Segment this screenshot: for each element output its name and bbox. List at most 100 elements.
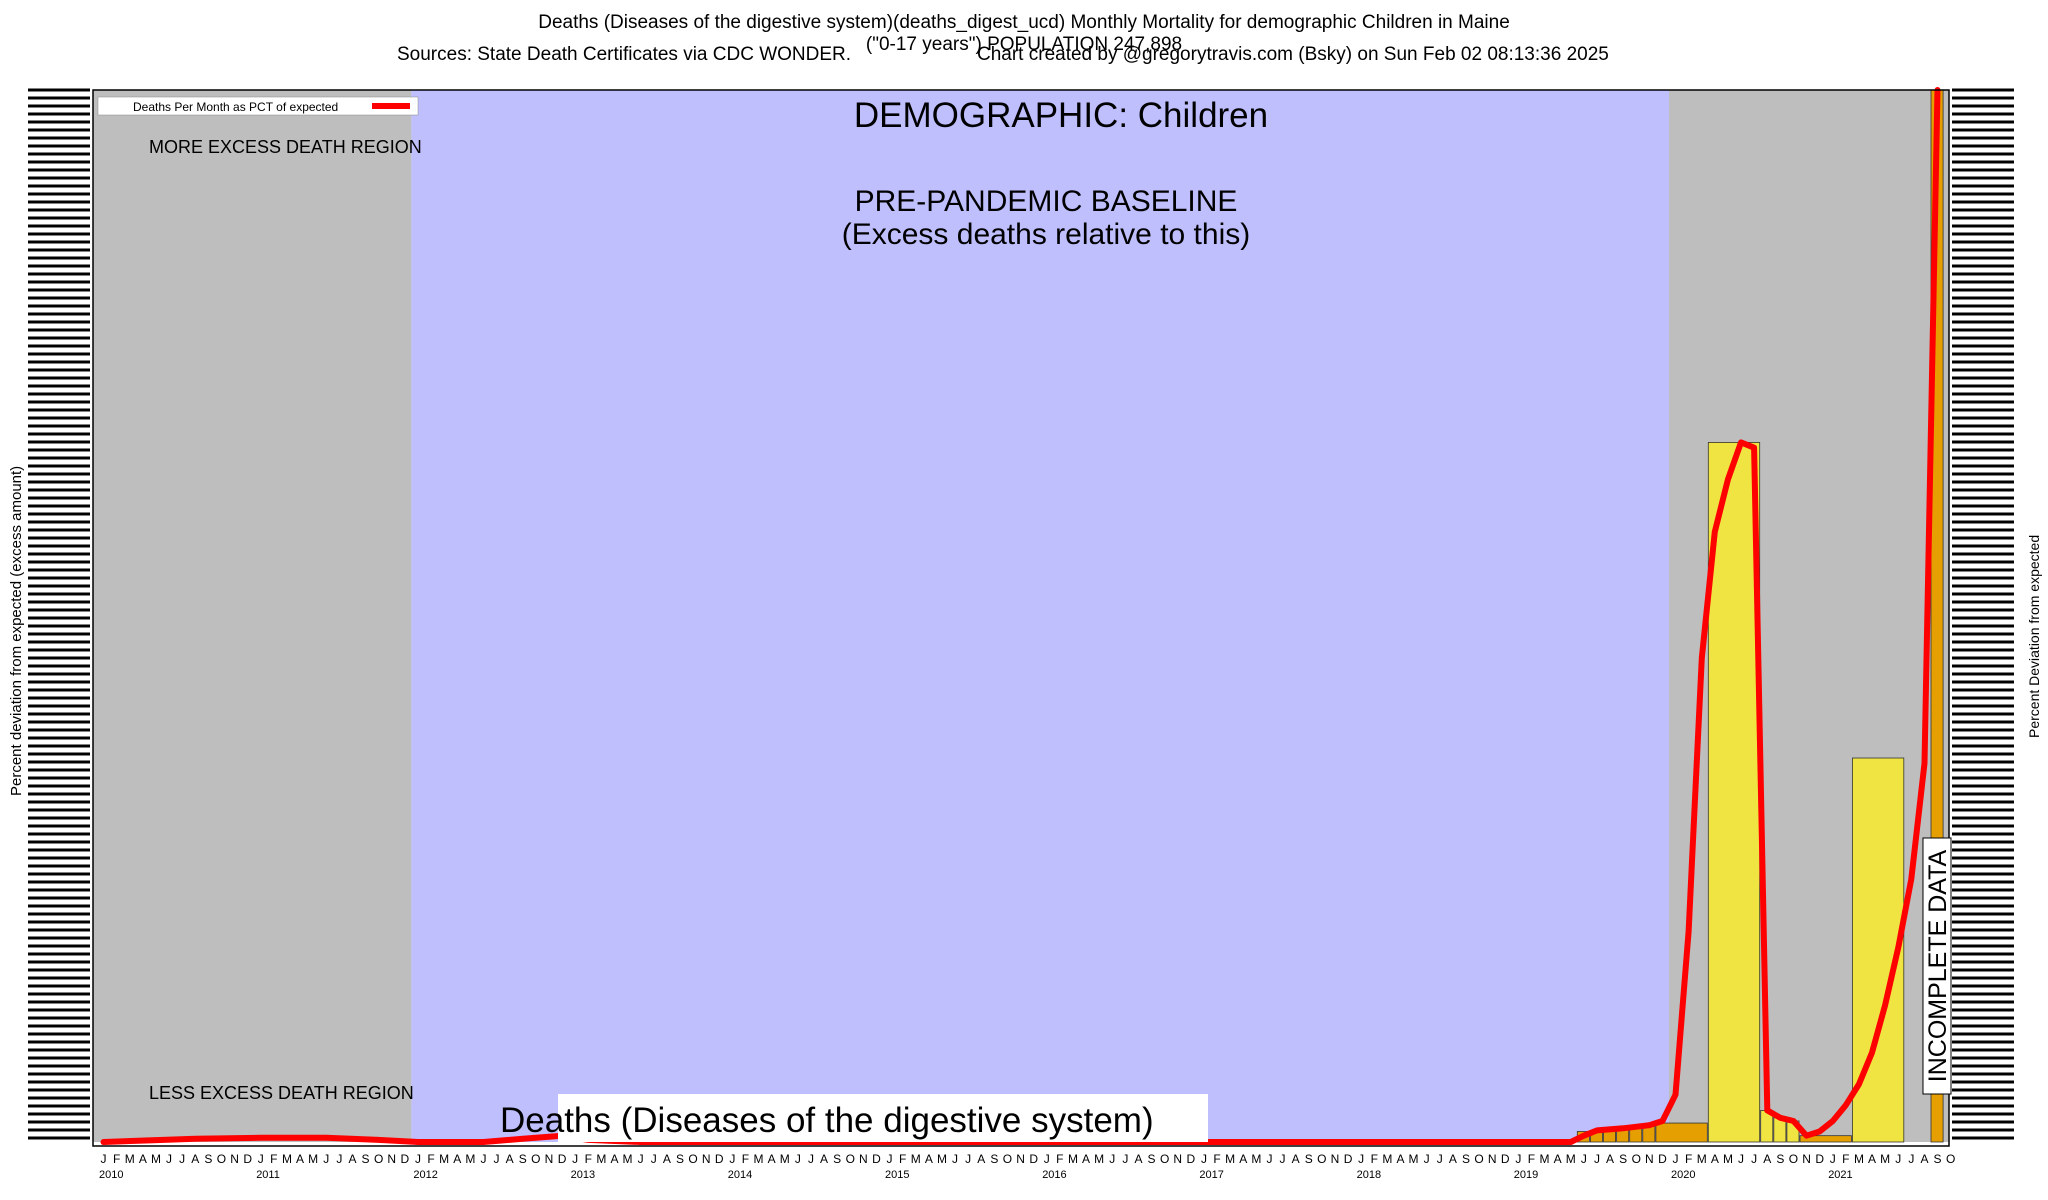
month-tick-label: D (1029, 1152, 1038, 1166)
month-tick-label: D (872, 1152, 881, 1166)
month-tick-label: J (638, 1152, 644, 1166)
month-tick-label: J (1424, 1152, 1430, 1166)
bar-2020-04 (1707, 442, 1761, 1143)
month-tick-label: M (125, 1152, 135, 1166)
month-tick-label: S (1619, 1152, 1627, 1166)
month-tick-label: M (780, 1152, 790, 1166)
month-tick-label: J (965, 1152, 971, 1166)
month-tick-label: N (1016, 1152, 1025, 1166)
month-tick-label: S (519, 1152, 527, 1166)
month-tick-label: O (531, 1152, 540, 1166)
month-tick-label: M (1409, 1152, 1419, 1166)
year-tick-label: 2018 (1357, 1169, 1381, 1181)
month-tick-label: F (1685, 1152, 1692, 1166)
month-tick-label: A (139, 1152, 147, 1166)
month-tick-label: J (651, 1152, 657, 1166)
month-tick-label: J (480, 1152, 486, 1166)
month-tick-label: O (374, 1152, 383, 1166)
month-tick-label: N (1802, 1152, 1811, 1166)
month-tick-label: N (702, 1152, 711, 1166)
legend-label: Deaths Per Month as PCT of expected (133, 100, 338, 114)
bar-2019-12 (1655, 1122, 1708, 1143)
month-tick-label: M (596, 1152, 606, 1166)
month-tick-label: J (415, 1152, 421, 1166)
month-tick-label: A (1711, 1152, 1719, 1166)
month-tick-label: J (494, 1152, 500, 1166)
month-tick-label: O (1474, 1152, 1483, 1166)
month-tick-label: J (1266, 1152, 1272, 1166)
bar-2020-11 (1799, 1135, 1852, 1143)
month-tick-label: N (1645, 1152, 1654, 1166)
month-tick-label: S (1148, 1152, 1156, 1166)
month-tick-label: J (166, 1152, 172, 1166)
incomplete-label-box (1922, 837, 1952, 1095)
month-tick-label: O (217, 1152, 226, 1166)
month-tick-label: J (1908, 1152, 1914, 1166)
month-tick-label: F (1371, 1152, 1378, 1166)
month-tick-label: J (729, 1152, 735, 1166)
month-tick-label: A (506, 1152, 514, 1166)
month-tick-label: A (1239, 1152, 1247, 1166)
month-tick-label: F (899, 1152, 906, 1166)
month-tick-label: J (1895, 1152, 1901, 1166)
month-tick-label: S (676, 1152, 684, 1166)
month-tick-label: O (1003, 1152, 1012, 1166)
month-tick-label: M (1540, 1152, 1550, 1166)
month-tick-label: S (362, 1152, 370, 1166)
month-tick-label: M (439, 1152, 449, 1166)
plot-frame (92, 89, 1950, 1147)
month-tick-label: N (1488, 1152, 1497, 1166)
month-tick-label: F (427, 1152, 434, 1166)
month-tick-label: O (688, 1152, 697, 1166)
month-tick-label: O (1789, 1152, 1798, 1166)
month-tick-label: J (336, 1152, 342, 1166)
month-tick-label: A (820, 1152, 828, 1166)
month-tick-label: J (952, 1152, 958, 1166)
month-tick-label: A (453, 1152, 461, 1166)
month-tick-label: M (1697, 1152, 1707, 1166)
year-tick-label: 2021 (1828, 1169, 1852, 1181)
month-tick-label: A (296, 1152, 304, 1166)
sources-row: Sources: State Death Certificates via CD… (0, 44, 2048, 66)
month-tick-label: A (1292, 1152, 1300, 1166)
region-pre-baseline (93, 90, 412, 1142)
month-tick-label: J (808, 1152, 814, 1166)
month-tick-label: D (401, 1152, 410, 1166)
month-tick-label: M (282, 1152, 292, 1166)
month-tick-label: J (1515, 1152, 1521, 1166)
month-tick-label: N (545, 1152, 554, 1166)
month-tick-label: A (191, 1152, 199, 1166)
month-tick-label: J (323, 1152, 329, 1166)
month-tick-label: A (1134, 1152, 1142, 1166)
month-tick-label: F (585, 1152, 592, 1166)
month-tick-label: S (990, 1152, 998, 1166)
month-tick-label: A (768, 1152, 776, 1166)
month-tick-label: A (1396, 1152, 1404, 1166)
month-tick-label: J (1358, 1152, 1364, 1166)
year-tick-label: 2011 (256, 1169, 280, 1181)
month-tick-label: J (1751, 1152, 1757, 1166)
month-tick-label: J (1581, 1152, 1587, 1166)
month-tick-label: J (1437, 1152, 1443, 1166)
month-tick-label: N (387, 1152, 396, 1166)
month-tick-label: O (1317, 1152, 1326, 1166)
baseline-label-2: (Excess deaths relative to this) (842, 218, 1251, 251)
month-tick-label: S (1776, 1152, 1784, 1166)
month-tick-label: D (715, 1152, 724, 1166)
month-tick-label: J (101, 1152, 107, 1166)
month-tick-label: M (1068, 1152, 1078, 1166)
month-tick-label: M (151, 1152, 161, 1166)
chart-title: Deaths (Diseases of the digestive system… (0, 12, 2048, 56)
month-tick-label: A (1449, 1152, 1457, 1166)
month-tick-label: O (1160, 1152, 1169, 1166)
cause-label-box (558, 1094, 1208, 1142)
month-tick-label: D (1187, 1152, 1196, 1166)
demographic-label: DEMOGRAPHIC: Children (854, 96, 1268, 135)
month-tick-label: S (1934, 1152, 1942, 1166)
month-tick-label: J (258, 1152, 264, 1166)
month-tick-label: J (1830, 1152, 1836, 1166)
month-tick-label: A (925, 1152, 933, 1166)
month-tick-label: D (1658, 1152, 1667, 1166)
